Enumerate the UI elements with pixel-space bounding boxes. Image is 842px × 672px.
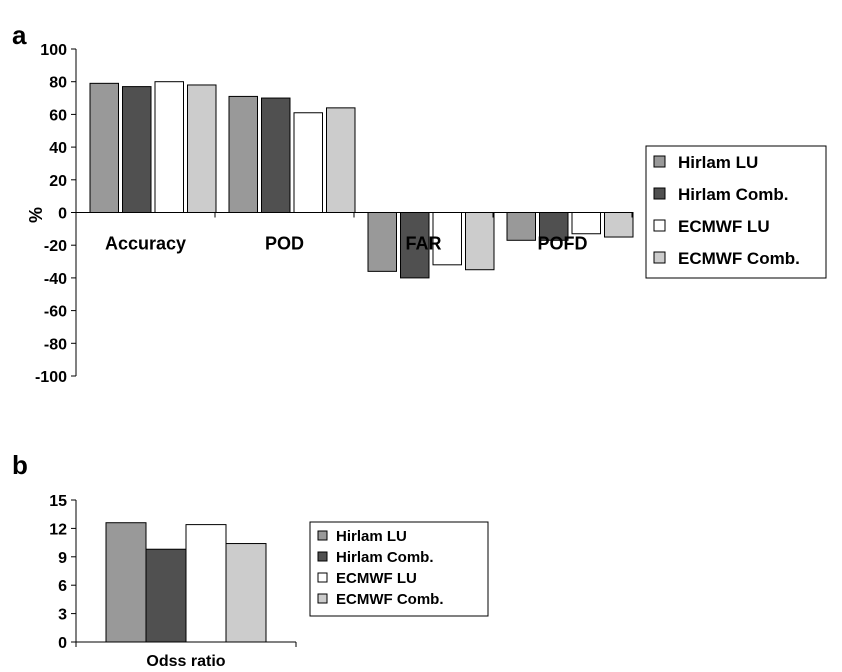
panel-b-y-tick-label: 12 [49, 521, 67, 538]
bar-pofd-ecmwf-lu [571, 212, 601, 235]
panel-b-category-label: Odss ratio [146, 653, 225, 670]
panel-b-y-tick-label: 3 [58, 607, 67, 624]
bar-pod-hirlam-lu [228, 95, 258, 213]
panel-a-y-axis-label: % [26, 207, 46, 223]
panel-a-legend-label-hirlam-lu: Hirlam LU [678, 153, 758, 172]
bar-far-hirlam-lu [367, 212, 397, 272]
panel-a-chart: a % 100 80 60 40 20 0 -20 -40 -60 -80 -100 Accuracy… [12, 20, 827, 386]
panel-a-legend-swatch-hirlam-comb [653, 187, 666, 200]
panel-b-legend-swatch-hirlam-comb [317, 551, 328, 562]
bar-pod-ecmwf-comb [326, 107, 356, 213]
panel-b-legend-swatch-ecmwf-lu [317, 572, 328, 583]
panel-a-category-label-pofd: POFD [537, 234, 587, 254]
panel-a-legend-swatch-ecmwf-lu [653, 219, 666, 232]
panel-b-y-tick-label: 6 [58, 578, 67, 595]
bar-pofd-hirlam-lu [506, 212, 536, 241]
panel-b-legend-swatch-ecmwf-comb [317, 593, 328, 604]
panel-a-legend-swatch-hirlam-lu [653, 155, 666, 168]
bar-pod-hirlam-comb [261, 97, 291, 213]
bar-far-ecmwf-lu [432, 212, 462, 266]
panel-b-y-tick-label: 9 [58, 550, 67, 567]
panel-b-chart: b 15 12 9 6 3 0 Odss ratio Hirlam LU Hirlam Com… [12, 450, 489, 670]
panel-a-y-tick-label: -80 [44, 336, 67, 353]
bar-pofd-ecmwf-comb [604, 212, 634, 238]
panel-a-y-tick-label: 0 [58, 206, 67, 223]
panel-a-legend-label-hirlam-comb: Hirlam Comb. [678, 185, 789, 204]
panel-b-legend-label-ecmwf-lu: ECMWF LU [336, 570, 417, 587]
panel-a-y-tick-label: 60 [49, 107, 67, 124]
panel-b-legend-label-ecmwf-comb: ECMWF Comb. [336, 591, 443, 608]
panel-b-legend-label-hirlam-comb: Hirlam Comb. [336, 549, 434, 566]
panel-a-category-label-accuracy: Accuracy [105, 234, 186, 254]
panel-a-y-tick-label: -60 [44, 304, 67, 321]
panel-b-legend: Hirlam LU Hirlam Comb. ECMWF LU ECMWF Comb. [309, 521, 489, 617]
panel-b-legend-swatch-hirlam-lu [317, 530, 328, 541]
bar-odss-ratio-hirlam-comb [145, 548, 187, 643]
panel-b-legend-label-hirlam-lu: Hirlam LU [336, 528, 407, 545]
panel-a-legend-label-ecmwf-comb: ECMWF Comb. [678, 249, 800, 268]
panel-a-y-tick-label: -20 [44, 238, 67, 255]
bar-pod-ecmwf-lu [293, 112, 323, 213]
panel-a-legend-label-ecmwf-lu: ECMWF LU [678, 217, 770, 236]
panel-a-y-tick-label: 20 [49, 173, 67, 190]
panel-a-y-tick-label: 100 [40, 42, 67, 59]
panel-b-y-tick-label: 15 [49, 493, 67, 510]
panel-a-letter: a [12, 20, 27, 50]
panel-a-y-tick-label: -40 [44, 271, 67, 288]
panel-a-y-tick-label: 40 [49, 140, 67, 157]
panel-a-y-tick-label: 80 [49, 75, 67, 92]
bar-odss-ratio-ecmwf-lu [185, 524, 227, 643]
bar-accuracy-ecmwf-comb [187, 84, 217, 213]
panel-a-y-tick-label: -100 [35, 369, 67, 386]
panel-a-category-label-far: FAR [406, 234, 442, 254]
panel-a-legend: Hirlam LU Hirlam Comb. ECMWF LU ECMWF Comb. [645, 145, 827, 279]
panel-b-legend-frame [309, 521, 489, 617]
panel-b-letter: b [12, 450, 28, 480]
bar-accuracy-hirlam-lu [89, 82, 119, 213]
bar-accuracy-hirlam-comb [122, 86, 152, 213]
panel-a-legend-swatch-ecmwf-comb [653, 251, 666, 264]
bar-odss-ratio-hirlam-lu [105, 522, 147, 643]
bar-accuracy-ecmwf-lu [154, 81, 184, 213]
bar-far-hirlam-comb [400, 212, 430, 279]
panel-b-y-tick-label: 0 [58, 635, 67, 652]
bar-odss-ratio-ecmwf-comb [225, 543, 267, 643]
panel-a-category-label-pod: POD [265, 234, 304, 254]
bar-far-ecmwf-comb [465, 212, 495, 271]
panel-a-legend-frame [645, 145, 827, 279]
